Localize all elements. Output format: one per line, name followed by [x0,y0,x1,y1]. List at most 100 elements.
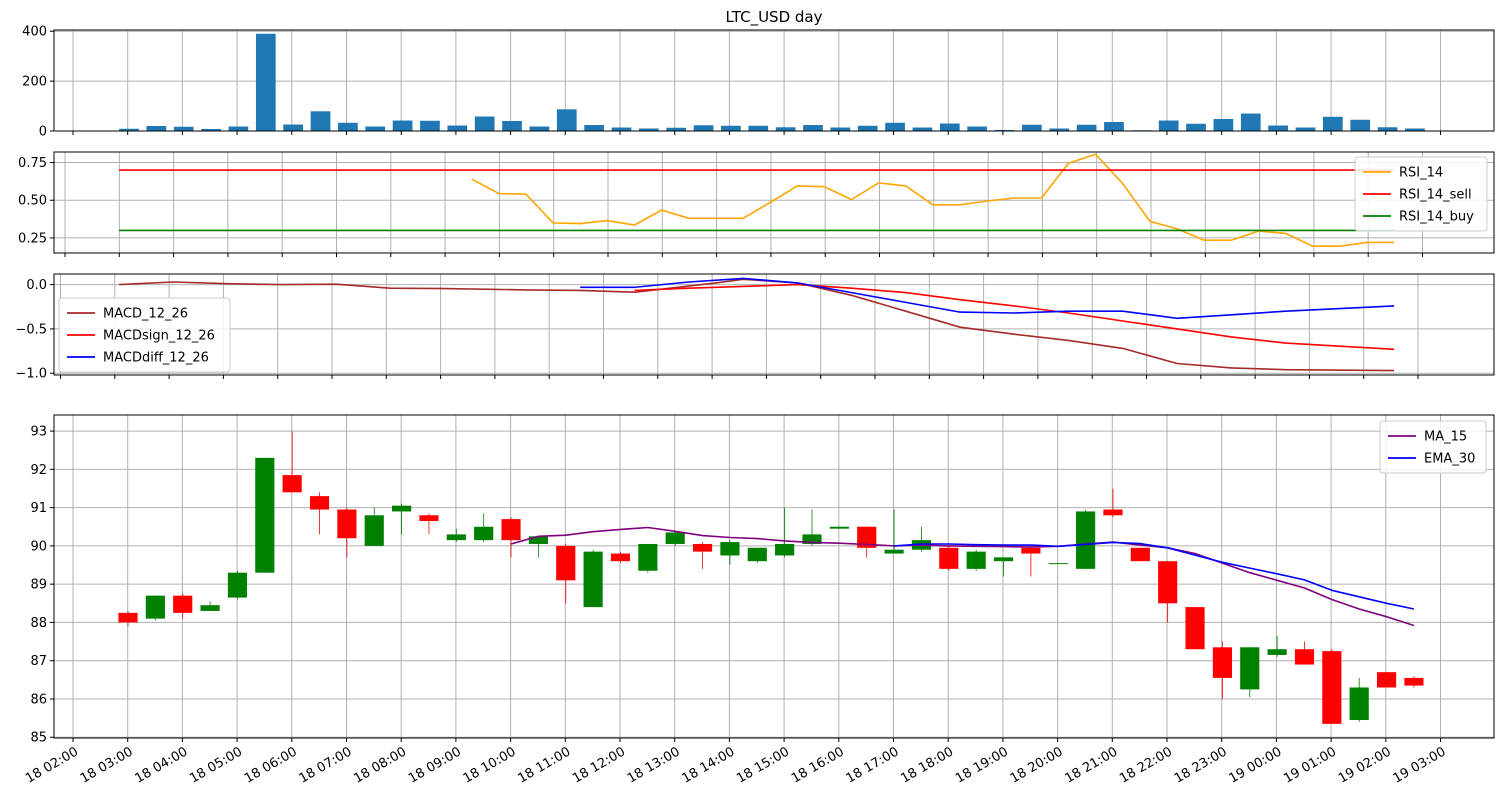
volume-bar [1377,127,1398,131]
candle-body [1349,687,1369,721]
x-tick-label: 18 05:00 [187,744,245,786]
candle-body [720,542,740,556]
volume-bar [638,128,659,131]
x-tick-label: 19 00:00 [1227,744,1285,786]
candle-body [392,505,412,512]
x-tick-label: 18 21:00 [1062,744,1120,786]
candle-body [1103,509,1123,516]
x-tick-label: 18 22:00 [1117,744,1175,786]
volume-bar [803,125,823,131]
candle-body [638,543,658,571]
x-tick-label: 18 17:00 [844,744,902,786]
x-tick-label: 18 19:00 [953,744,1011,786]
candle-body [446,534,466,541]
candle-body [802,534,822,544]
y-tick-label: 0 [39,125,47,140]
y-tick-label: 0.75 [18,156,47,171]
volume-bar [1295,127,1316,131]
volume-bar [1240,113,1261,131]
legend-label: RSI_14 [1399,166,1443,181]
candle-body [857,526,877,548]
legend-box [1354,156,1488,232]
candle-body [1240,647,1260,690]
candle-body [118,612,138,623]
candle-body [939,547,959,569]
candle-body [692,543,713,552]
volume-bar [1186,123,1206,131]
candle-body [309,496,330,510]
volume-bar [283,124,304,131]
volume-bar [1022,124,1042,131]
price-ma-line [510,526,1415,627]
legend-label: MACD_12_26 [103,307,188,322]
x-tick-label: 18 03:00 [78,744,136,786]
candle-body [610,553,631,562]
panel-border-macd [53,273,1495,376]
volume-bar [1213,119,1234,131]
volume-bar [1076,124,1097,131]
candle-body [200,605,220,611]
candle-body [829,526,849,529]
volume-bar [502,121,522,131]
legend-label: MACDsign_12_26 [103,329,215,344]
x-tick-label: 18 09:00 [406,744,464,786]
chart-title: LTC_USD day [726,8,823,27]
legend-label: MA_15 [1424,430,1467,445]
y-tick-label: 92 [30,463,47,478]
candle-body [583,551,603,608]
candle-body [1158,561,1178,604]
candle-body [993,557,1014,562]
candle-body [528,536,548,544]
candle-body [1212,647,1232,678]
candle-body [337,509,357,539]
volume-bar [1405,128,1425,131]
volume-bar [255,33,276,132]
candle-body [1130,547,1150,562]
volume-bar [146,126,167,131]
legend-box [1379,420,1487,474]
x-tick-label: 18 16:00 [789,744,847,786]
x-tick-label: 18 07:00 [297,744,355,786]
panel-volume: 0 200 400 [22,25,1494,140]
x-tick-label: 18 08:00 [351,744,409,786]
candle-body [1076,511,1096,569]
volume-bar [420,120,440,131]
panel-price: 85 86 87 88 89 90 91 92 93 MA_15 EMA_30 [30,415,1494,746]
volume-bar [885,122,905,131]
x-tick-label: 18 04:00 [133,744,191,786]
candle-body [1376,672,1397,688]
volume-bar [721,125,741,131]
volume-bar [939,123,960,131]
y-tick-label: 85 [30,731,47,746]
candle-body [775,543,795,556]
x-tick-label: 18 10:00 [461,744,519,786]
volume-bar [447,125,468,131]
panel-border-rsi [53,151,1495,254]
candle-body [1185,607,1205,650]
x-tick-label: 19 03:00 [1391,744,1449,786]
legend-label: RSI_14_buy [1399,210,1474,225]
y-tick-label: 0.50 [18,194,47,209]
candle-body [1294,649,1315,665]
volume-bar [584,125,604,131]
y-tick-label: 86 [30,692,47,707]
candle-body [501,519,521,541]
panel-rsi: 0.25 0.50 0.75 RSI_14 RSI_14_sell RSI_14_buy [18,152,1494,257]
panel-macd: 0.0 −0.5 −1.0 MACD_12_26 MACDsign_12_26 MACDd… [15,274,1494,382]
y-tick-label: −1.0 [15,367,47,382]
volume-bar [1350,119,1371,131]
candle-body [1048,563,1068,565]
candle-body [227,572,248,598]
candle-body [966,551,986,569]
volume-bar [1104,122,1124,131]
candle-body [173,595,193,613]
candle-body [1267,649,1287,655]
x-tick-label: 18 18:00 [898,744,956,786]
candle-body [1021,547,1041,554]
volume-bar [611,127,632,131]
price-ma-line [894,541,1415,610]
candle-body [747,547,767,562]
volume-bar [556,109,577,131]
x-tick-label: 18 12:00 [570,744,628,786]
legend-box [58,297,231,373]
